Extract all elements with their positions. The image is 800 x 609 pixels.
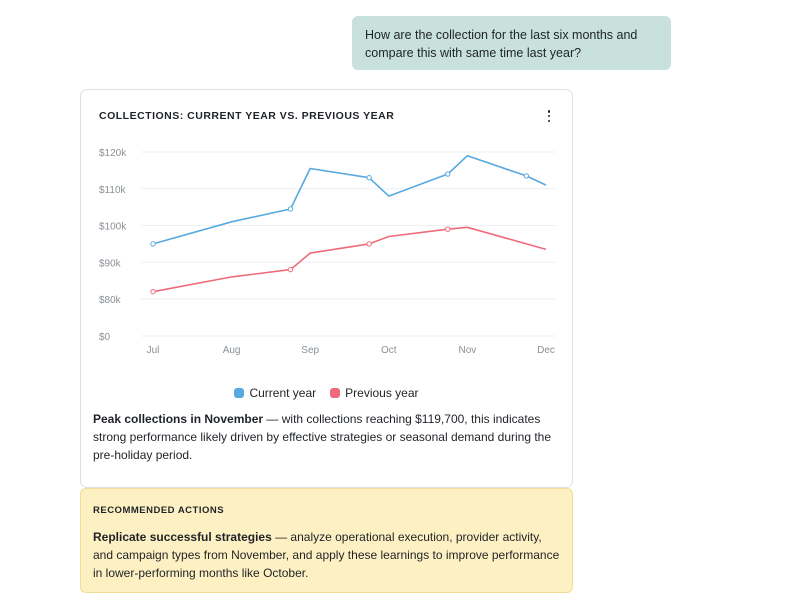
chart-legend: Current year Previous year <box>81 386 572 400</box>
series-line-previous-year <box>152 226 547 293</box>
data-point <box>150 241 156 247</box>
y-tick-label: $80k <box>99 295 122 306</box>
legend-label-current-year: Current year <box>249 386 317 400</box>
chart-series <box>150 154 547 295</box>
insight-body: — with collections reaching $119,700, th… <box>93 412 552 462</box>
action-heading: Replicate successful strategies <box>93 530 272 544</box>
series-line-current-year <box>152 154 547 245</box>
x-tick-label: Oct <box>381 345 397 356</box>
legend-label-previous-year: Previous year <box>345 386 419 400</box>
x-tick-label: Nov <box>459 345 477 356</box>
x-tick-label: Aug <box>223 345 241 356</box>
x-tick-label: Sep <box>301 345 319 356</box>
data-point <box>523 173 530 179</box>
user-message-bubble: How are the collection for the last six … <box>352 16 671 70</box>
x-tick-label: Dec <box>537 345 555 356</box>
y-tick-label: $100k <box>99 222 127 233</box>
data-point <box>150 288 156 295</box>
legend-item-current-year[interactable]: Current year <box>234 386 316 400</box>
data-point <box>366 241 372 247</box>
insight-heading: Peak collections in November <box>93 412 264 426</box>
y-axis-ticks: $120k $110k $100k $90k $80k $0 <box>99 148 127 343</box>
legend-swatch-current-year <box>234 388 245 398</box>
chart-card: COLLECTIONS: CURRENT YEAR VS. PREVIOUS Y… <box>80 89 573 488</box>
y-tick-label: $120k <box>99 148 127 159</box>
data-point <box>287 206 294 212</box>
more-vertical-icon[interactable] <box>544 108 554 124</box>
user-message-text: How are the collection for the last six … <box>365 28 638 60</box>
data-point <box>366 175 372 181</box>
recommended-actions-panel: RECOMMENDED ACTIONS Replicate successful… <box>80 488 573 593</box>
data-point <box>445 226 451 232</box>
chart-title: COLLECTIONS: CURRENT YEAR VS. PREVIOUS Y… <box>99 110 395 122</box>
data-point <box>287 266 294 273</box>
recommended-actions-title: RECOMMENDED ACTIONS <box>93 505 225 516</box>
recommended-actions-text: Replicate successful strategies — analyz… <box>93 528 563 582</box>
data-point <box>445 171 451 177</box>
line-chart: $120k $110k $100k $90k $80k $0 Jul Aug Sep Oct No… <box>99 148 556 356</box>
action-body: — analyze operational execution, provide… <box>93 530 560 580</box>
y-tick-label: $90k <box>99 258 122 269</box>
y-tick-label: $0 <box>99 332 111 343</box>
x-tick-label: Jul <box>147 345 160 356</box>
legend-swatch-previous-year <box>330 388 341 398</box>
x-axis-ticks: Jul Aug Sep Oct Nov Dec <box>147 345 555 356</box>
chart-grid <box>141 151 556 337</box>
y-tick-label: $110k <box>99 185 127 196</box>
legend-item-previous-year[interactable]: Previous year <box>330 386 419 400</box>
insight-text: Peak collections in November — with coll… <box>93 410 563 464</box>
